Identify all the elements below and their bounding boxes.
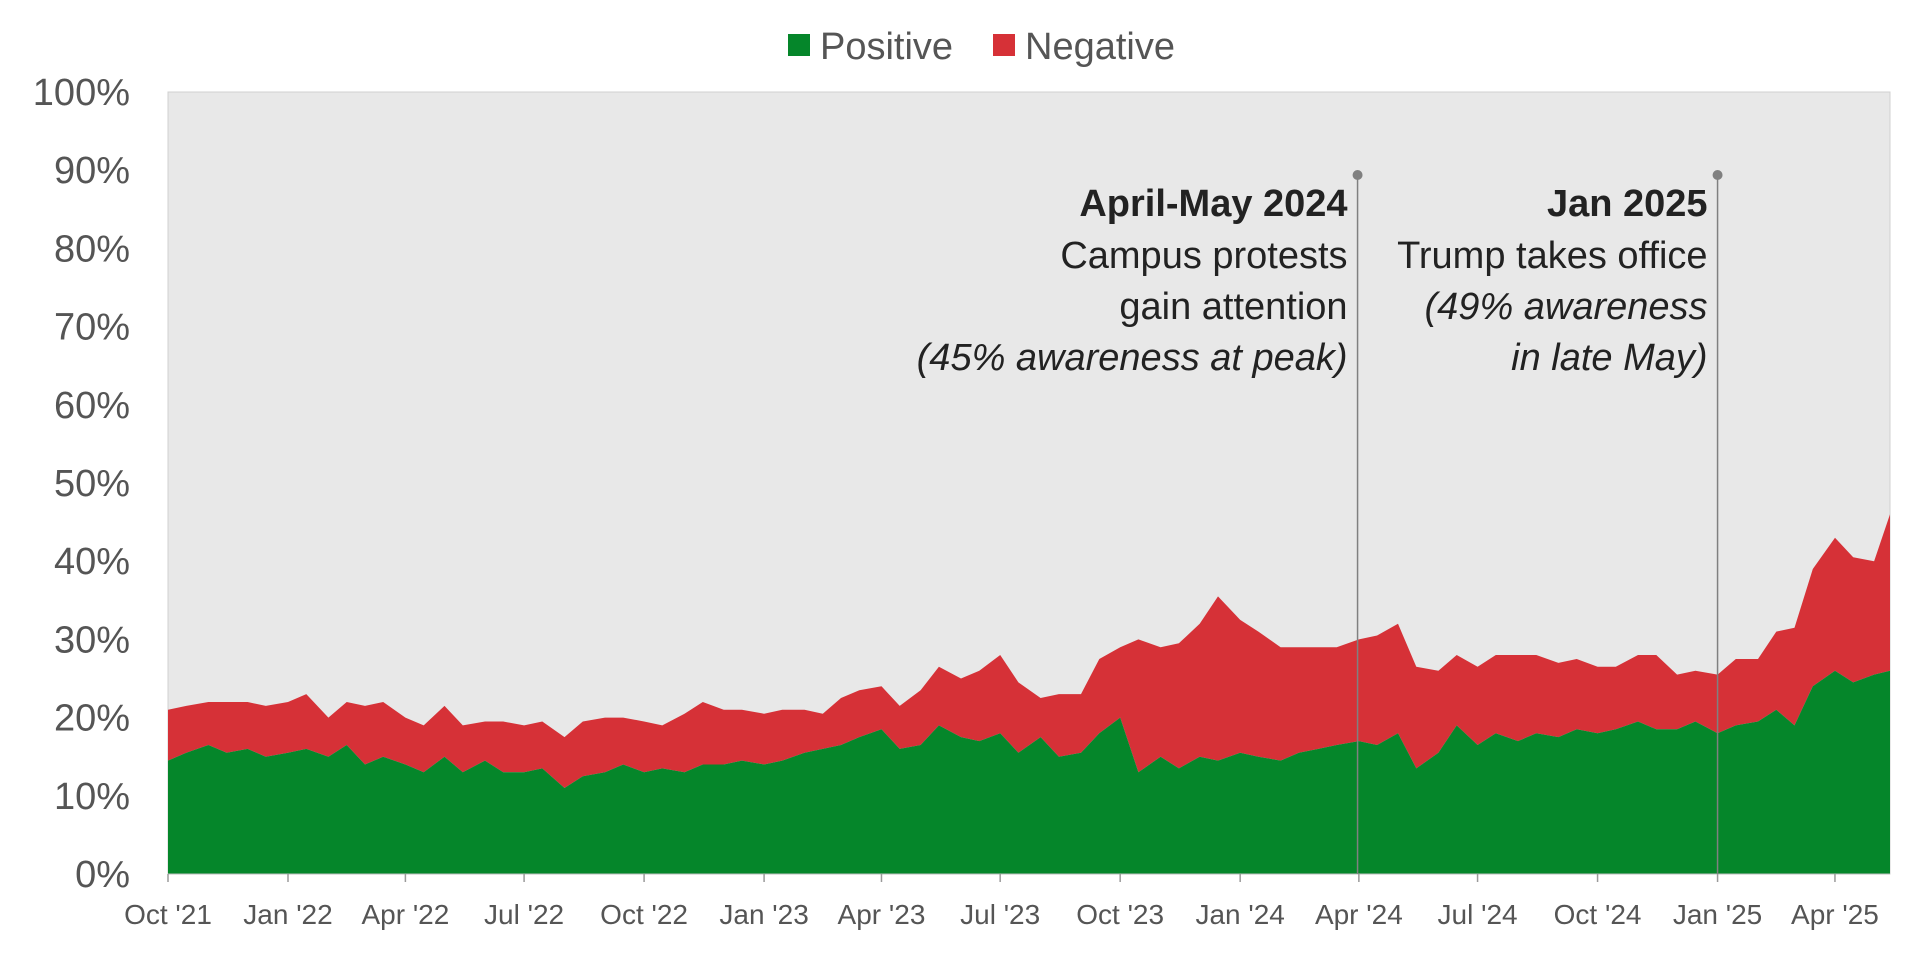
y-tick-label: 10% [54, 776, 130, 818]
y-tick-label: 50% [54, 463, 130, 505]
x-tick-label: Apr '23 [838, 899, 926, 930]
x-tick-label: Apr '25 [1791, 899, 1879, 930]
x-tick-label: Jan '23 [719, 899, 808, 930]
x-tick-label: Jan '25 [1673, 899, 1762, 930]
x-tick-label: Oct '24 [1554, 899, 1642, 930]
y-tick-label: 80% [54, 228, 130, 270]
legend-swatch-positive [788, 34, 810, 56]
x-tick-label: Jul '24 [1438, 899, 1518, 930]
y-tick-label: 40% [54, 541, 130, 583]
annotation-line: (49% awareness [1425, 286, 1708, 328]
annotation-title: April-May 2024 [1079, 183, 1347, 225]
series-positive-area [168, 670, 1890, 874]
annotation-line: in late May) [1511, 337, 1707, 379]
annotation-line: gain attention [1119, 286, 1347, 328]
x-tick-label: Jan '22 [243, 899, 332, 930]
legend-label-negative: Negative [1025, 26, 1175, 68]
x-tick-label: Jan '24 [1195, 899, 1284, 930]
x-tick-label: Apr '22 [361, 899, 449, 930]
legend-label-positive: Positive [820, 26, 953, 68]
y-tick-label: 60% [54, 385, 130, 427]
y-tick-label: 90% [54, 150, 130, 192]
y-tick-label: 30% [54, 619, 130, 661]
x-tick-label: Oct '21 [124, 899, 212, 930]
annotation-line: Trump takes office [1397, 235, 1707, 277]
annotation-line: Campus protests [1060, 235, 1347, 277]
y-tick-label: 70% [54, 307, 130, 349]
annotation-marker-dot [1712, 170, 1723, 180]
y-tick-label: 0% [75, 854, 130, 896]
annotation-line: (45% awareness at peak) [917, 337, 1348, 379]
y-tick-label: 20% [54, 698, 130, 740]
x-tick-label: Jul '22 [484, 899, 564, 930]
x-tick-label: Apr '24 [1315, 899, 1403, 930]
series-negative-area [168, 514, 1890, 788]
x-tick-label: Jul '23 [960, 899, 1040, 930]
y-tick-label: 100% [33, 72, 130, 114]
legend-swatch-negative [993, 34, 1015, 56]
annotation-title: Jan 2025 [1547, 183, 1708, 225]
annotation-marker-dot [1352, 170, 1363, 180]
x-tick-label: Oct '23 [1076, 899, 1164, 930]
x-tick-label: Oct '22 [600, 899, 688, 930]
